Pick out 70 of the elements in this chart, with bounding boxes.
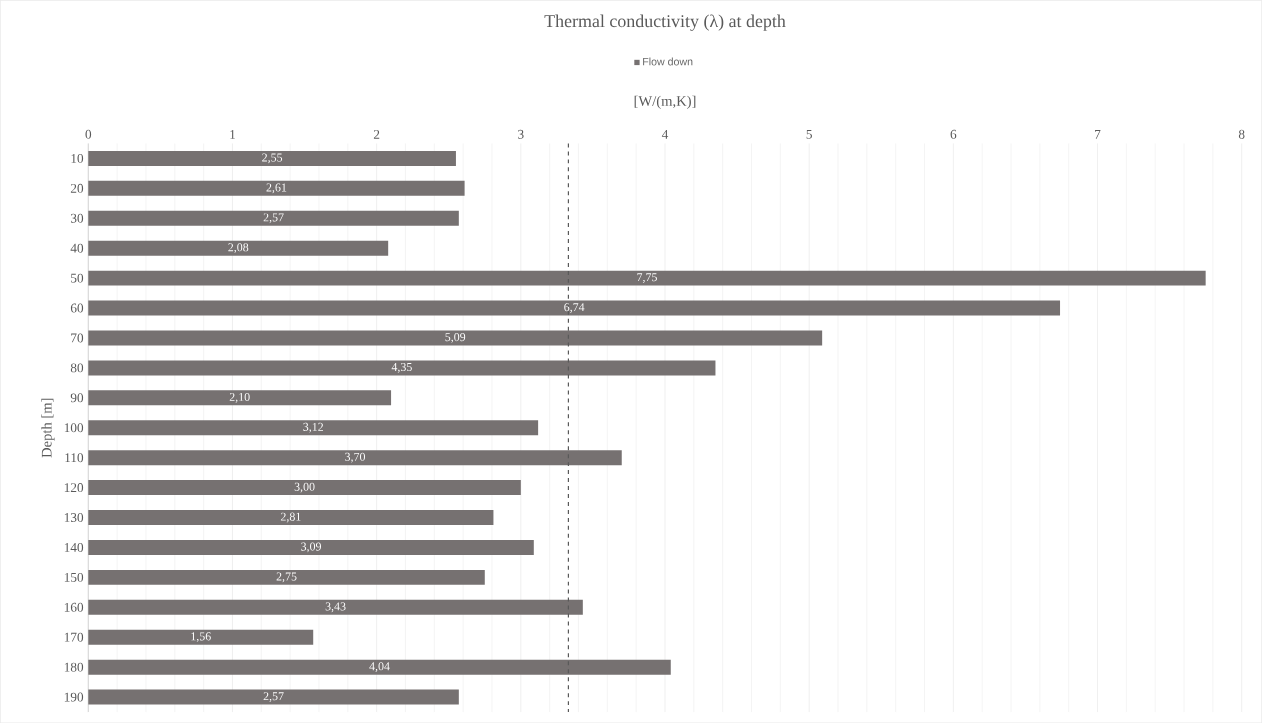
data-label: 4,35 — [391, 362, 412, 373]
bar — [88, 390, 392, 406]
data-label: 1,56 — [191, 632, 211, 642]
data-label: 5,09 — [445, 332, 466, 343]
bar — [88, 509, 494, 525]
data-label: 3,43 — [325, 602, 346, 613]
y-tick-label: 160 — [64, 602, 84, 612]
bar — [88, 180, 465, 196]
y-tick-label: 140 — [64, 542, 84, 552]
x-tick-label: 1 — [230, 129, 236, 139]
y-tick-label: 30 — [70, 213, 84, 223]
y-tick-label: 70 — [71, 333, 84, 343]
x-tick-label: 4 — [661, 129, 669, 139]
y-tick-label: 50 — [71, 273, 84, 283]
bar — [88, 659, 671, 675]
data-label: 3,70 — [345, 452, 366, 463]
y-tick-label: 20 — [70, 183, 84, 193]
data-label: 2,10 — [229, 392, 250, 403]
data-label: 2,57 — [263, 213, 284, 224]
data-label: 2,55 — [262, 153, 283, 164]
y-tick-label: 90 — [70, 393, 84, 403]
bar — [88, 150, 456, 166]
bar — [88, 240, 389, 256]
x-tick-label: 7 — [1095, 129, 1101, 139]
data-label: 3,12 — [303, 422, 324, 433]
y-tick-label: 10 — [71, 153, 84, 163]
y-axis-title: Depth [m] — [41, 398, 55, 458]
y-tick-label: 180 — [64, 662, 84, 672]
bar — [88, 599, 583, 615]
legend-label: Flow down — [643, 57, 693, 66]
data-label: 6,74 — [564, 303, 585, 313]
bar — [88, 569, 485, 585]
data-label: 3,09 — [301, 542, 322, 553]
bar — [88, 689, 459, 705]
y-tick-label: 60 — [70, 303, 84, 313]
y-tick-label: 100 — [64, 423, 84, 433]
x-axis-title: [W/(m,K)] — [634, 95, 696, 109]
data-label: 2,81 — [280, 512, 301, 523]
bar — [88, 210, 459, 226]
data-label: 3,00 — [294, 482, 315, 493]
data-label: 2,57 — [263, 692, 284, 702]
y-tick-label: 150 — [64, 572, 84, 582]
data-label: 7,75 — [637, 273, 657, 283]
y-tick-label: 190 — [64, 692, 84, 702]
bar — [88, 270, 1206, 286]
x-tick-label: 0 — [85, 129, 92, 139]
y-tick-label: 170 — [64, 632, 84, 642]
y-tick-label: 130 — [64, 512, 84, 522]
bar — [88, 300, 1061, 316]
bar — [88, 360, 716, 376]
chart-title: Thermal conductivity (λ) at depth — [544, 14, 786, 31]
bar — [88, 450, 622, 466]
y-tick-label: 110 — [65, 453, 84, 463]
bar — [88, 420, 539, 436]
x-tick-label: 3 — [518, 129, 524, 139]
x-tick-label: 8 — [1238, 129, 1245, 139]
bar — [88, 479, 521, 495]
data-label: 2,08 — [228, 243, 249, 253]
x-tick-label: 2 — [373, 129, 380, 139]
bar — [88, 539, 534, 555]
bar — [88, 629, 314, 645]
y-tick-label: 120 — [64, 482, 84, 492]
bar — [88, 330, 823, 346]
data-label: 4,04 — [369, 662, 390, 672]
data-label: 2,75 — [276, 572, 297, 583]
data-label: 2,61 — [266, 183, 287, 194]
y-tick-label: 40 — [70, 243, 84, 253]
x-tick-label: 5 — [806, 129, 812, 139]
x-tick-label: 6 — [950, 129, 957, 139]
y-tick-label: 80 — [70, 363, 84, 373]
